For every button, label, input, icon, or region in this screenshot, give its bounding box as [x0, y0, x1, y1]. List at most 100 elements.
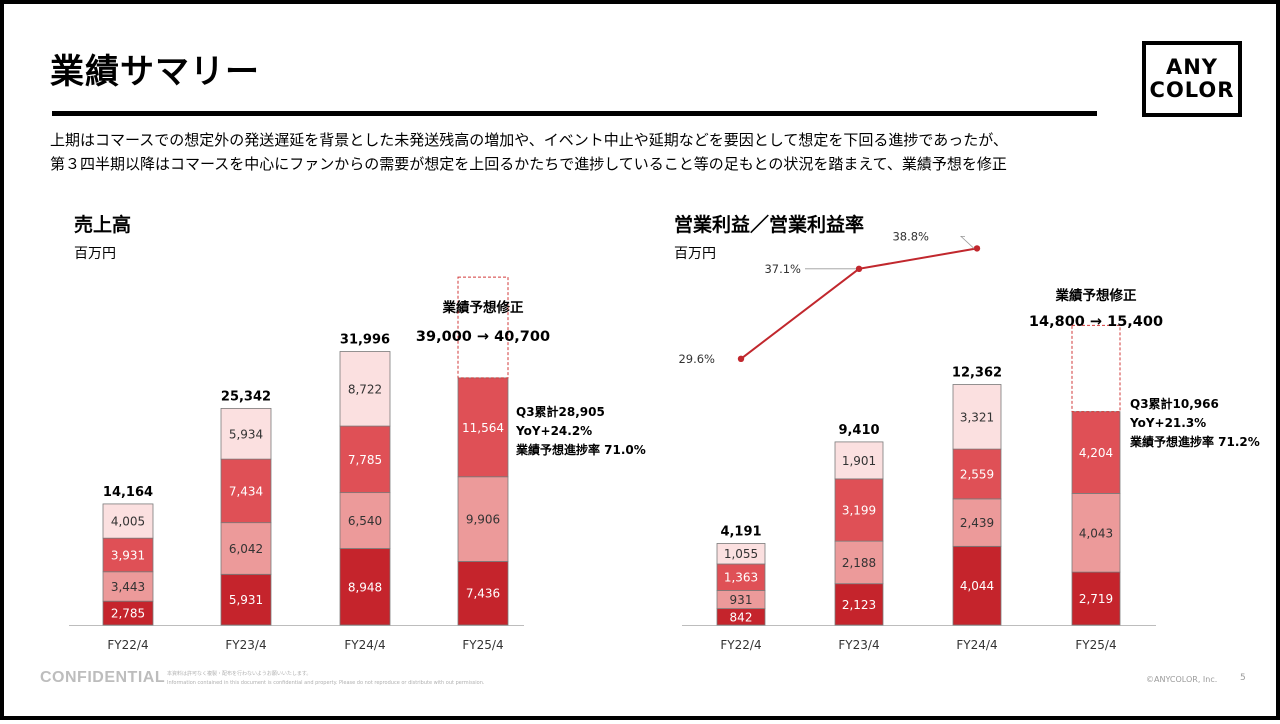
revenue-forecast-note: 業績予想進捗率 71.0%: [515, 442, 646, 457]
profit-total-label: 12,362: [952, 365, 1002, 380]
profit-bar-segment: [952, 545, 1002, 626]
profit-forecast-value: 14,800 → 15,400: [1029, 314, 1163, 330]
profit-segment-label: 4,043: [1079, 526, 1113, 540]
profit-segment-label: 842: [730, 610, 753, 624]
profit-category-label: FY23/4: [838, 638, 879, 652]
margin-point: [855, 265, 863, 272]
profit-segment-label: 2,188: [842, 556, 876, 570]
revenue-forecast-frame: [457, 276, 509, 379]
profit-forecast-heading: 業績予想修正: [1055, 287, 1137, 304]
revenue-segment-label: 8,948: [348, 580, 382, 594]
profit-bar-segment: [1071, 571, 1121, 626]
profit-segment-label: 3,199: [842, 504, 876, 518]
confidential-label: CONFIDENTIAL: [40, 669, 166, 686]
revenue-segment-label: 9,906: [466, 513, 500, 527]
revenue-segment-label: 7,434: [229, 484, 263, 498]
revenue-unit-label: 百万円: [74, 246, 116, 262]
logo-line-1: ANY: [1165, 55, 1219, 79]
profit-chart-title: 営業利益／営業利益率: [674, 214, 865, 236]
revenue-segment-label: 5,931: [229, 593, 263, 607]
profit-segment-label: 2,123: [842, 598, 876, 612]
revenue-forecast-note: YoY+24.2%: [515, 424, 592, 438]
profit-bar-segment: [952, 384, 1002, 450]
confidential-note-line-2: Information contained in this document i…: [167, 680, 485, 686]
revenue-forecast-note: Q3累計28,905: [516, 404, 605, 419]
revenue-segment-label: 2,785: [111, 607, 145, 621]
revenue-bar-segment: [339, 351, 391, 427]
revenue-forecast-value: 39,000 → 40,700: [416, 329, 550, 345]
profit-segment-label: 2,719: [1079, 592, 1113, 606]
revenue-category-label: FY25/4: [462, 638, 503, 652]
revenue-segment-label: 7,785: [348, 453, 382, 467]
margin-label: 37.1%: [764, 262, 801, 276]
profit-segment-label: 1,901: [842, 454, 876, 468]
profit-bar-segment: [952, 448, 1002, 500]
margin-point: [737, 355, 745, 362]
profit-total-label: 4,191: [720, 524, 761, 539]
revenue-segment-label: 6,540: [348, 514, 382, 528]
profit-forecast-note: Q3累計10,966: [1130, 396, 1219, 411]
profit-segment-label: 3,321: [960, 410, 994, 424]
confidential-note: 本資料は許可なく複製・配布を行わないようお願いいたします。 Informatio…: [167, 670, 484, 688]
revenue-segment-label: 7,436: [466, 587, 500, 601]
summary-line-2: 第３四半期以降はコマースを中心にファンからの需要が想定を上回るかたちで進捗してい…: [50, 155, 1007, 173]
revenue-total-label: 25,342: [221, 389, 271, 404]
summary-line-1: 上期はコマースでの想定外の発送遅延を背景とした未発送残高の増加や、イベント中止や…: [50, 131, 1008, 149]
revenue-bar-segment: [339, 425, 391, 494]
profit-category-label: FY22/4: [720, 638, 761, 652]
revenue-bar-segment: [220, 522, 272, 575]
title-underline: [52, 111, 1097, 116]
profit-segment-label: 1,363: [724, 571, 758, 585]
revenue-bar-segment: [457, 377, 509, 478]
revenue-category-label: FY23/4: [225, 638, 266, 652]
margin-point: [973, 245, 981, 252]
revenue-bar-segment: [339, 492, 391, 549]
profit-unit-label: 百万円: [674, 246, 716, 262]
summary-text: 上期はコマースでの想定外の発送遅延を背景とした未発送残高の増加や、イベント中止や…: [50, 128, 1260, 176]
profit-category-label: FY24/4: [956, 638, 997, 652]
profit-bar-segment: [834, 583, 884, 626]
revenue-bar-segment: [457, 476, 509, 562]
revenue-bar-segment: [220, 407, 272, 460]
page-number: 5: [1240, 673, 1246, 683]
profit-bar-segment: [716, 543, 766, 565]
profit-segment-label: 931: [730, 593, 753, 607]
margin-label: 38.8%: [892, 229, 929, 243]
profit-bar-segment: [1071, 493, 1121, 573]
revenue-category-label: FY24/4: [344, 638, 385, 652]
revenue-bar-segment: [220, 458, 272, 524]
revenue-segment-label: 5,934: [229, 427, 263, 441]
revenue-category-label: FY22/4: [107, 638, 148, 652]
revenue-segment-label: 3,931: [111, 548, 145, 562]
margin-label: 29.6%: [678, 352, 715, 366]
company-logo: ANY COLOR: [1142, 41, 1242, 117]
profit-forecast-frame: [1071, 324, 1121, 413]
revenue-bar-segment: [102, 503, 154, 539]
profit-forecast-note: 業績予想進捗率 71.2%: [1129, 434, 1260, 449]
page-title: 業績サマリー: [50, 52, 260, 92]
revenue-bar-segment: [102, 571, 154, 602]
revenue-segment-label: 3,443: [111, 580, 145, 594]
revenue-segment-label: 4,005: [111, 515, 145, 529]
profit-segment-label: 2,559: [960, 467, 994, 481]
confidential-note-line-1: 本資料は許可なく複製・配布を行わないようお願いいたします。: [167, 671, 312, 677]
profit-bar-segment: [834, 441, 884, 480]
revenue-segment-label: 8,722: [348, 382, 382, 396]
margin-leader-line: [959, 235, 975, 249]
profit-segment-label: 4,044: [960, 579, 994, 593]
revenue-forecast-heading: 業績予想修正: [442, 299, 524, 316]
revenue-total-label: 14,164: [103, 485, 153, 500]
profit-bar-segment: [834, 540, 884, 585]
charts-canvas: 2,785 3,443 3,931 4,005 FY22/4 14,164 5,931 6,0…: [69, 229, 1260, 652]
profit-forecast-note: YoY+21.3%: [1129, 416, 1206, 430]
profit-category-label: FY25/4: [1075, 638, 1116, 652]
profit-segment-label: 2,439: [960, 516, 994, 530]
revenue-segment-label: 6,042: [229, 542, 263, 556]
profit-total-label: 9,410: [838, 423, 879, 438]
copyright: ©ANYCOLOR, Inc.: [1146, 675, 1218, 684]
profit-segment-label: 1,055: [724, 547, 758, 561]
revenue-segment-label: 11,564: [462, 421, 504, 435]
revenue-chart-title: 売上高: [74, 214, 132, 236]
profit-segment-label: 4,204: [1079, 446, 1113, 460]
